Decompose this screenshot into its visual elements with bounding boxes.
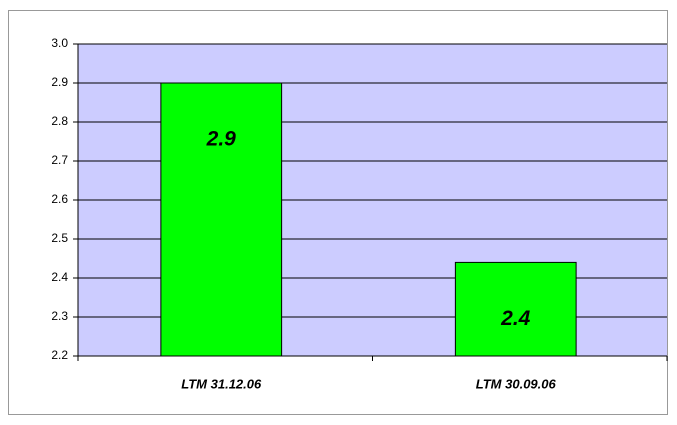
y-tick-label: 2.3 (51, 309, 68, 323)
y-tick-label: 2.6 (51, 192, 68, 206)
x-tick-label: LTM 31.12.06 (181, 376, 262, 391)
y-tick-label: 2.2 (51, 348, 68, 362)
y-tick-label: 2.8 (51, 114, 68, 128)
bar (160, 82, 283, 357)
y-tick-label: 2.4 (51, 270, 68, 284)
bar (454, 261, 577, 357)
value-label: 2.9 (206, 128, 237, 151)
y-tick-label: 2.7 (51, 153, 68, 167)
y-tick-label: 2.5 (51, 231, 68, 245)
value-label: 2.4 (500, 307, 531, 330)
y-tick-label: 3.0 (51, 36, 68, 50)
y-tick-label: 2.9 (51, 75, 68, 89)
x-tick-label: LTM 30.09.06 (476, 376, 557, 391)
